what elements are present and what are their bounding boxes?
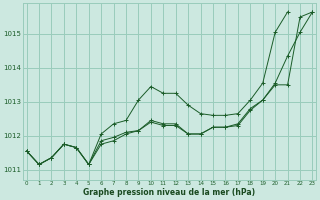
X-axis label: Graphe pression niveau de la mer (hPa): Graphe pression niveau de la mer (hPa) [84, 188, 256, 197]
